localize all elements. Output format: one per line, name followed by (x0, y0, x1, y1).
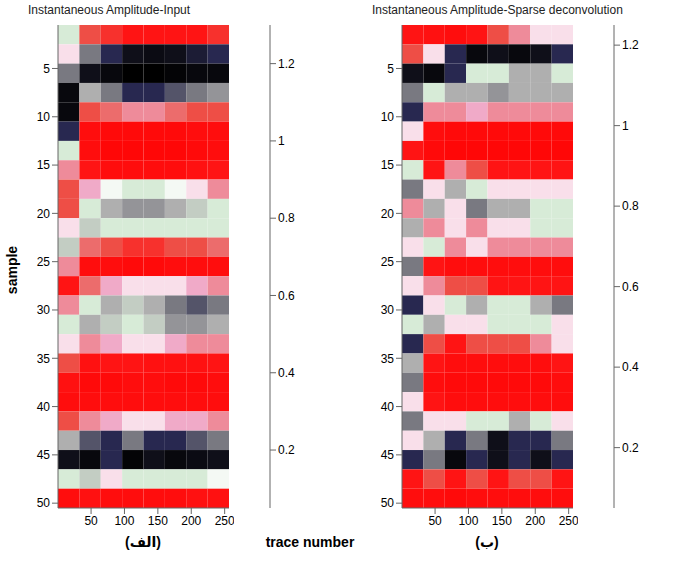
html-text:(الف): (الف) (125, 534, 161, 550)
svg-text:30: 30 (37, 303, 51, 317)
svg-text:5: 5 (43, 62, 50, 76)
svg-text:250: 250 (559, 514, 578, 528)
svg-text:100: 100 (458, 514, 478, 528)
svg-text:25: 25 (37, 255, 51, 269)
html-text:sample: sample (4, 245, 20, 295)
svg-text:1: 1 (278, 134, 285, 148)
svg-text:0.8: 0.8 (278, 211, 295, 225)
html-text:(ب): (ب) (475, 534, 499, 550)
svg-text:0.2: 0.2 (278, 443, 295, 457)
html-text:trace number: trace number (265, 534, 355, 550)
svg-text:1.2: 1.2 (622, 38, 639, 52)
svg-text:0.2: 0.2 (622, 441, 639, 455)
svg-text:0.4: 0.4 (622, 360, 639, 374)
svg-text:25: 25 (381, 255, 395, 269)
svg-text:5: 5 (387, 62, 394, 76)
svg-text:10: 10 (381, 110, 395, 124)
svg-text:40: 40 (37, 400, 51, 414)
svg-text:50: 50 (381, 496, 395, 510)
svg-text:100: 100 (114, 514, 134, 528)
svg-text:200: 200 (525, 514, 545, 528)
html-text:Instantaneous Amplitude-Input: Instantaneous Amplitude-Input (28, 3, 191, 17)
svg-text:30: 30 (381, 303, 395, 317)
svg-text:20: 20 (381, 207, 395, 221)
svg-text:250: 250 (215, 514, 234, 528)
svg-text:15: 15 (381, 158, 395, 172)
svg-text:35: 35 (381, 352, 395, 366)
svg-text:50: 50 (37, 496, 51, 510)
svg-text:45: 45 (37, 448, 51, 462)
svg-text:40: 40 (381, 400, 395, 414)
svg-text:0.4: 0.4 (278, 366, 295, 380)
svg-text:150: 150 (148, 514, 168, 528)
svg-text:1.2: 1.2 (278, 57, 295, 71)
svg-text:10: 10 (37, 110, 51, 124)
svg-text:0.6: 0.6 (622, 280, 639, 294)
svg-text:50: 50 (428, 514, 442, 528)
svg-text:0.8: 0.8 (622, 199, 639, 213)
svg-text:35: 35 (37, 352, 51, 366)
svg-text:1: 1 (622, 119, 629, 133)
svg-text:15: 15 (37, 158, 51, 172)
svg-text:200: 200 (181, 514, 201, 528)
svg-text:20: 20 (37, 207, 51, 221)
html-text:Instantaneous Amplitude-Sparse: Instantaneous Amplitude-Sparse deconvolu… (372, 3, 623, 17)
svg-text:50: 50 (84, 514, 98, 528)
svg-text:150: 150 (492, 514, 512, 528)
svg-text:45: 45 (381, 448, 395, 462)
svg-text:0.6: 0.6 (278, 289, 295, 303)
